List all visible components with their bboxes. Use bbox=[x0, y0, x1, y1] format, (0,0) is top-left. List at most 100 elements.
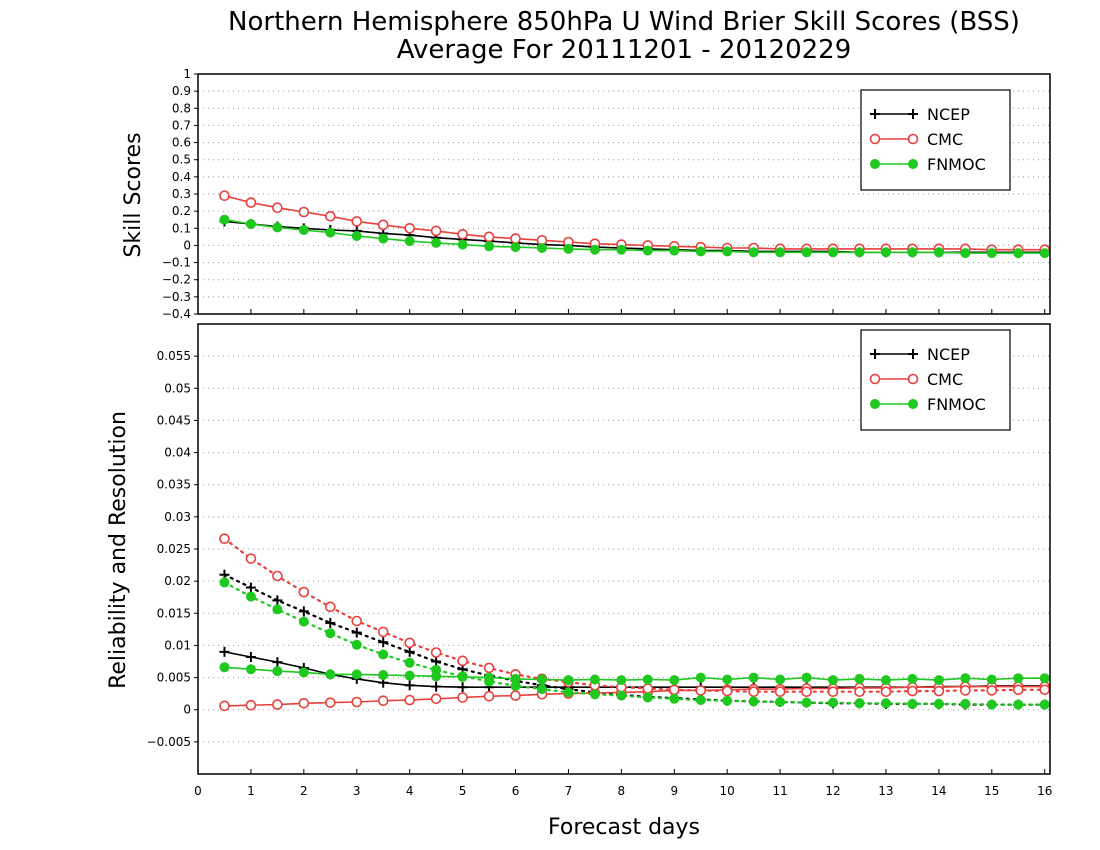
data-point bbox=[563, 687, 574, 698]
data-point bbox=[1013, 699, 1024, 710]
data-point bbox=[880, 686, 892, 698]
x-tick-label: 13 bbox=[878, 784, 893, 798]
legend-label: FNMOC bbox=[927, 395, 986, 414]
data-point bbox=[828, 247, 839, 258]
data-point bbox=[616, 244, 627, 255]
x-tick-label: 6 bbox=[512, 784, 520, 798]
data-point bbox=[748, 686, 759, 698]
data-point bbox=[324, 697, 336, 708]
y-tick-label: 0.05 bbox=[164, 381, 191, 395]
data-point bbox=[775, 247, 786, 258]
legend-marker bbox=[870, 399, 880, 409]
legend-box bbox=[860, 329, 1011, 431]
data-point bbox=[324, 210, 336, 222]
data-point bbox=[219, 700, 230, 712]
data-point bbox=[351, 696, 363, 708]
data-point bbox=[351, 627, 362, 638]
data-point bbox=[378, 649, 389, 660]
data-point bbox=[404, 222, 415, 234]
data-point bbox=[431, 664, 442, 675]
legend-entry-ncep: NCEP bbox=[870, 105, 970, 124]
y-axis: 0.055 0.05 0.045 0.04 0.035 0.03 0.025 0.02 0.01… bbox=[147, 349, 198, 749]
series-fnmoc-solid bbox=[219, 662, 1050, 686]
series-line bbox=[224, 666, 1045, 681]
data-point bbox=[325, 227, 336, 238]
skill-scores-panel: 1 0.9 0.8 0.7 0.6 0.5 0.4 0.3 0.2 0.1 0 −0.1 −0.2 −0.… bbox=[162, 67, 1051, 321]
x-tick-label: 12 bbox=[825, 784, 840, 798]
data-point bbox=[960, 698, 971, 709]
y-tick-label: −0.2 bbox=[162, 273, 191, 287]
data-point bbox=[774, 686, 786, 698]
data-point bbox=[1039, 684, 1051, 696]
x-tick-label: 14 bbox=[931, 784, 946, 798]
data-point bbox=[272, 202, 283, 214]
series-line bbox=[224, 651, 1045, 689]
data-point bbox=[484, 241, 495, 252]
data-point bbox=[404, 646, 415, 657]
data-point bbox=[378, 637, 389, 648]
data-point bbox=[801, 672, 812, 683]
legend-marker bbox=[907, 373, 919, 385]
data-point bbox=[907, 698, 918, 709]
y-tick-label: 0 bbox=[183, 238, 191, 252]
data-point bbox=[298, 667, 309, 678]
y-tick-label: 0.015 bbox=[157, 606, 191, 620]
x-axis-label: Forecast days bbox=[548, 815, 700, 840]
x-tick-label: 4 bbox=[406, 784, 414, 798]
y-tick-label: 0.03 bbox=[164, 510, 191, 524]
data-point bbox=[245, 553, 257, 564]
data-point bbox=[457, 682, 468, 693]
y-tick-label: 0.2 bbox=[172, 204, 191, 218]
data-point bbox=[219, 646, 230, 657]
legend-marker bbox=[907, 133, 919, 145]
data-point bbox=[695, 246, 706, 257]
data-point bbox=[510, 680, 521, 691]
y-tick-label: 0.04 bbox=[164, 446, 191, 460]
data-point bbox=[748, 247, 759, 258]
series-cmc-solid bbox=[219, 190, 1051, 256]
data-point bbox=[589, 244, 600, 255]
series-ncep-solid bbox=[219, 646, 1050, 693]
chart-subtitle: Average For 20111201 - 20120229 bbox=[397, 35, 852, 65]
data-point bbox=[219, 190, 230, 202]
legend-entry-fnmoc: FNMOC bbox=[870, 155, 986, 174]
x-tick-label: 15 bbox=[984, 784, 999, 798]
data-point bbox=[775, 674, 786, 685]
y-tick-label: −0.4 bbox=[162, 307, 191, 321]
data-point bbox=[272, 604, 283, 615]
data-point bbox=[430, 647, 442, 658]
data-point bbox=[695, 685, 707, 696]
data-point bbox=[880, 698, 891, 709]
y-tick-label: 0.4 bbox=[172, 170, 191, 184]
legend-marker bbox=[908, 399, 918, 409]
legend-entry-fnmoc: FNMOC bbox=[870, 395, 986, 414]
y-tick-label: 0.7 bbox=[172, 118, 191, 132]
data-point bbox=[298, 616, 309, 627]
data-point bbox=[430, 693, 442, 705]
data-point bbox=[1013, 673, 1024, 684]
legend-label: CMC bbox=[927, 370, 963, 389]
data-point bbox=[986, 248, 997, 259]
data-point bbox=[325, 669, 336, 680]
data-point bbox=[219, 533, 230, 545]
data-point bbox=[642, 674, 653, 685]
x-tick-label: 2 bbox=[300, 784, 308, 798]
data-point bbox=[351, 231, 362, 241]
data-point bbox=[880, 247, 891, 258]
data-point bbox=[695, 695, 706, 706]
data-point bbox=[642, 692, 653, 703]
data-point bbox=[483, 231, 495, 243]
y-tick-label: 0.3 bbox=[172, 187, 191, 201]
x-tick-label: 7 bbox=[565, 784, 573, 798]
data-point bbox=[457, 228, 468, 240]
data-point bbox=[298, 606, 309, 617]
data-point bbox=[510, 233, 521, 244]
data-point bbox=[404, 657, 415, 668]
y-tick-label: 0.01 bbox=[164, 638, 191, 652]
legend-marker bbox=[870, 159, 880, 169]
data-point bbox=[404, 637, 415, 649]
data-point bbox=[404, 670, 415, 681]
x-ticks bbox=[197, 769, 1046, 774]
data-point bbox=[431, 656, 442, 667]
x-tick-label: 16 bbox=[1037, 784, 1052, 798]
